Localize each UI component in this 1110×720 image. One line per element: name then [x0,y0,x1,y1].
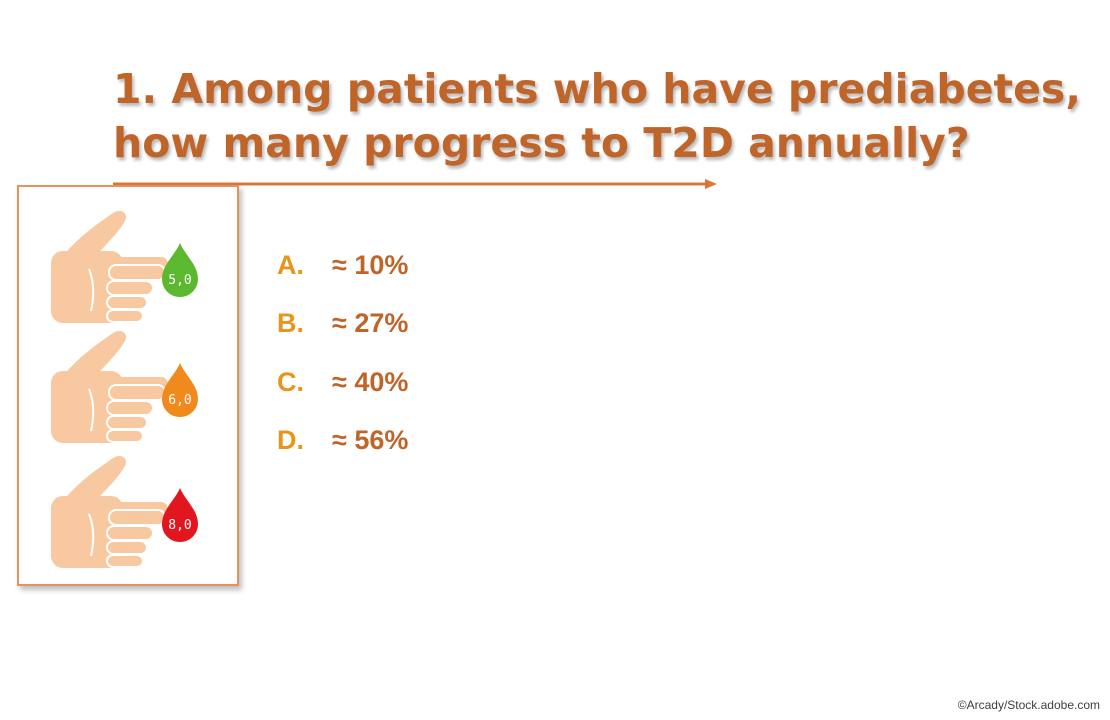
answer-options: A. ≈ 10% B. ≈ 27% C. ≈ 40% D. ≈ 56% [277,236,408,470]
reading-1: 5,0 [168,273,191,288]
blood-drop-icon-red [162,488,198,542]
reading-2: 6,0 [168,393,191,408]
option-letter: B. [277,308,304,339]
option-text: ≈ 56% [332,425,409,456]
reading-3: 8,0 [168,518,191,533]
option-b[interactable]: B. ≈ 27% [277,295,408,354]
option-text: ≈ 10% [332,249,409,280]
option-d[interactable]: D. ≈ 56% [277,412,408,471]
hand-icon-2: 6,0 [50,329,198,444]
option-text: ≈ 40% [332,366,409,397]
hand-icon-3: 8,0 [50,454,198,569]
option-a[interactable]: A. ≈ 10% [277,236,408,295]
hand-icon-1: 5,0 [50,209,198,324]
image-credit: ©Arcady/Stock.adobe.com [957,698,1100,712]
question-line-1: 1. Among patients who have prediabetes, [113,65,1081,113]
option-letter: A. [277,249,304,280]
option-text: ≈ 27% [332,308,409,339]
option-letter: C. [277,366,304,397]
option-letter: D. [277,425,304,456]
title-underline-arrow [113,179,717,189]
question-title: 1. Among patients who have prediabetes, … [113,62,1093,170]
option-c[interactable]: C. ≈ 40% [277,353,408,412]
question-line-2: how many progress to T2D annually? [113,119,970,167]
blood-drop-icon-green [162,243,198,297]
glucose-test-illustration: 5,0 6,0 8,0 [17,185,239,586]
blood-drop-icon-orange [162,363,198,417]
